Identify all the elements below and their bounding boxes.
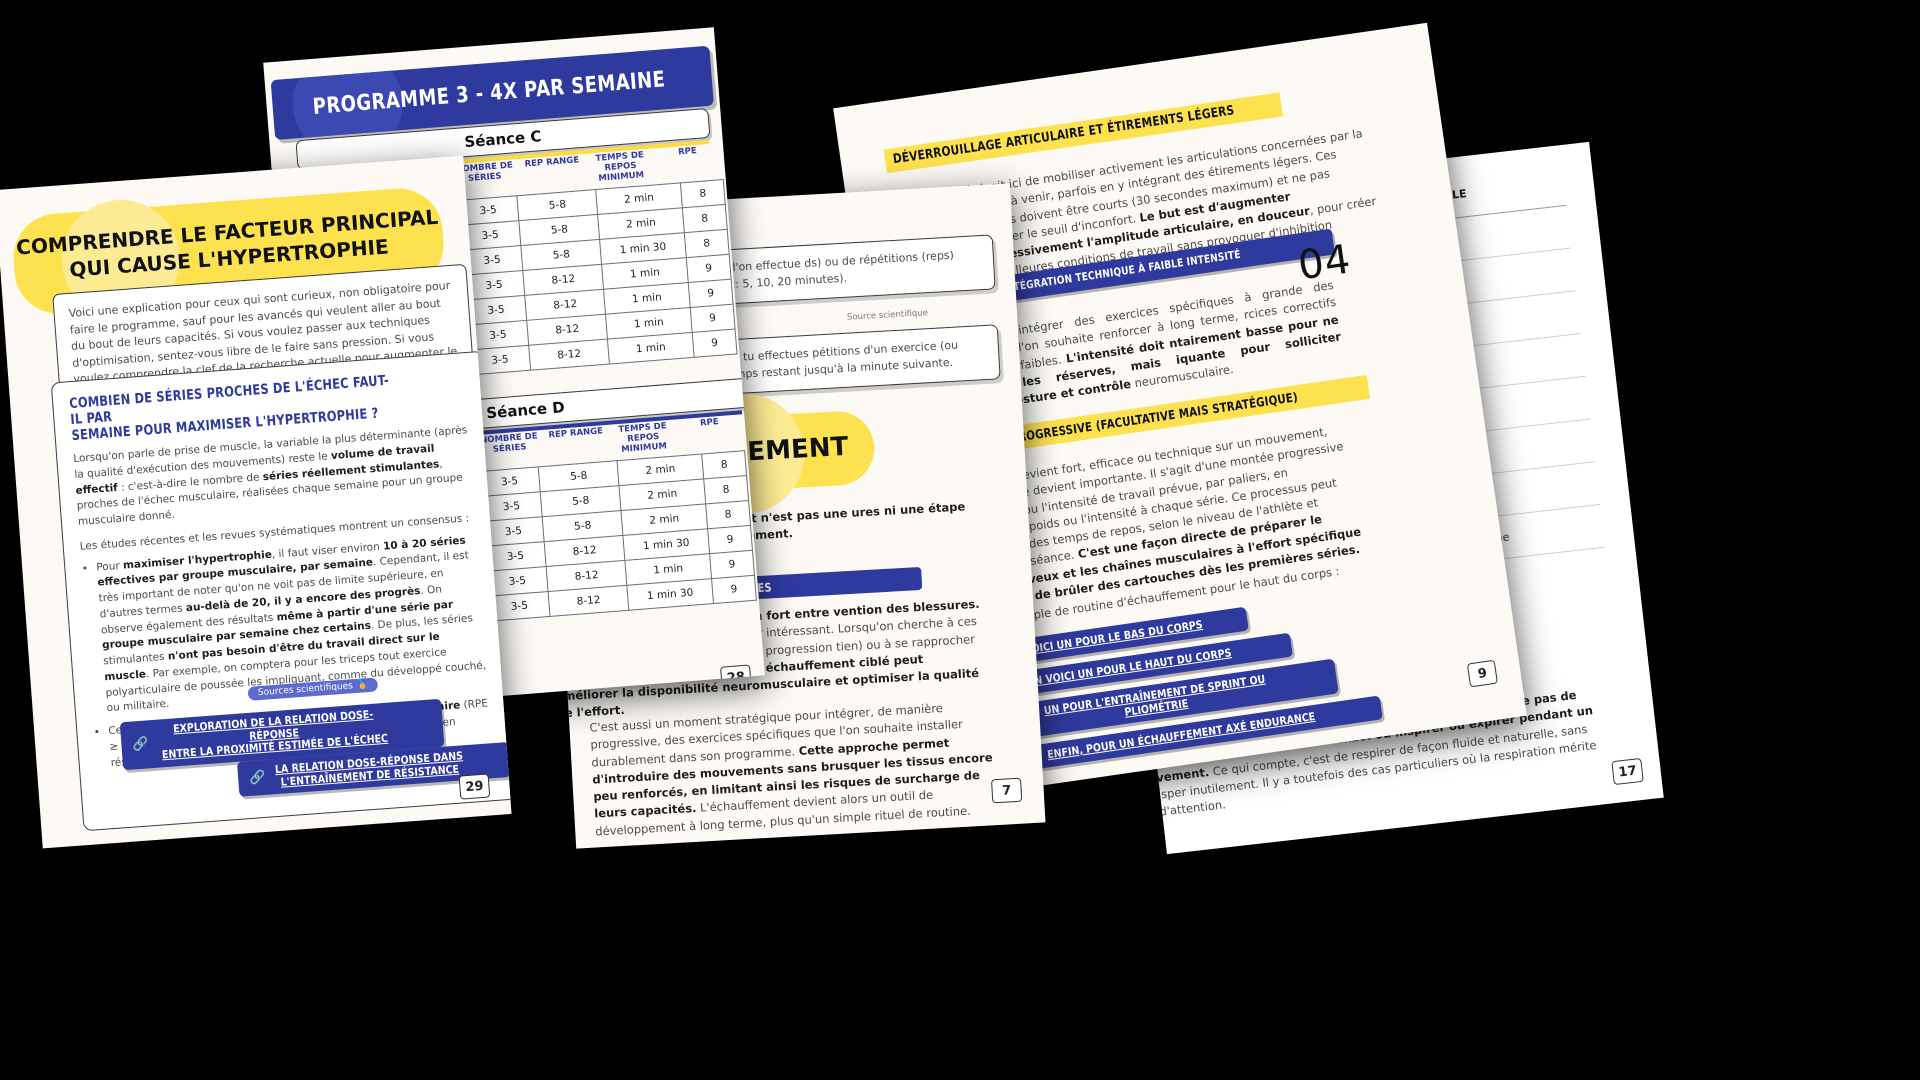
table-cell-rpe: 8 — [682, 204, 728, 233]
table-cell-rpe: 8 — [680, 179, 726, 208]
table-cell-rpe: 9 — [707, 525, 753, 554]
table-cell-rpe: 9 — [688, 279, 734, 308]
table-cell-series: 3-5 — [488, 591, 551, 622]
table-cell-rpe: 8 — [701, 450, 747, 479]
table-cell-rep_range: 8-12 — [529, 339, 610, 371]
definition-source-1: Source scientifique — [846, 308, 929, 323]
table-cell-rpe: 8 — [684, 229, 730, 258]
programme-col-header: RPE — [677, 146, 698, 158]
programme-col-header: RPE — [699, 417, 719, 429]
table-cell-rpe: 9 — [709, 550, 755, 579]
table-cell-repos: 1 min 30 — [626, 578, 714, 611]
programme-table-c: 3-5 5-8 2 min 8 3-5 5-8 2 min 8 3-5 5-8 1 min 30 8 3… — [456, 178, 738, 376]
programme-col-header: TEMPS DE REPOS MINIMUM — [618, 421, 668, 455]
medal-icon: 🏅 — [356, 680, 369, 691]
table-cell-rpe: 9 — [692, 329, 738, 358]
programme-col-header: REP RANGE — [524, 155, 580, 170]
table-cell-rpe: 9 — [690, 304, 736, 333]
page-number-29: 29 — [458, 773, 491, 800]
programme-table-d: 3-5 5-8 2 min 8 3-5 5-8 2 min 8 3-5 5-8 2 min 8 3-5 8… — [477, 450, 757, 622]
page-number-9: 9 — [1466, 659, 1498, 688]
table-cell-rpe: 8 — [703, 475, 749, 504]
table-cell-repos: 1 min — [607, 332, 695, 364]
table-cell-rpe: 8 — [705, 500, 751, 529]
link-chain-icon: 🔗 — [131, 736, 150, 753]
echauffement-para-3: C'est aussi un moment stratégique pour i… — [589, 700, 993, 839]
table-cell-rep_range: 8-12 — [548, 585, 629, 617]
programme-col-header: REP RANGE — [548, 426, 604, 441]
page-hypertrophie-29: COMPRENDRE LE FACTEUR PRINCIPAL QUI CAUS… — [0, 155, 512, 849]
link-chain-icon-2: 🔗 — [248, 769, 266, 787]
table-cell-rpe: 9 — [711, 575, 757, 604]
table-cell-rpe: 9 — [686, 254, 732, 283]
page-number-17: 17 — [1611, 757, 1644, 786]
page-number-7: 7 — [991, 777, 1023, 804]
programme-col-header: TEMPS DE REPOS MINIMUM — [595, 150, 645, 184]
